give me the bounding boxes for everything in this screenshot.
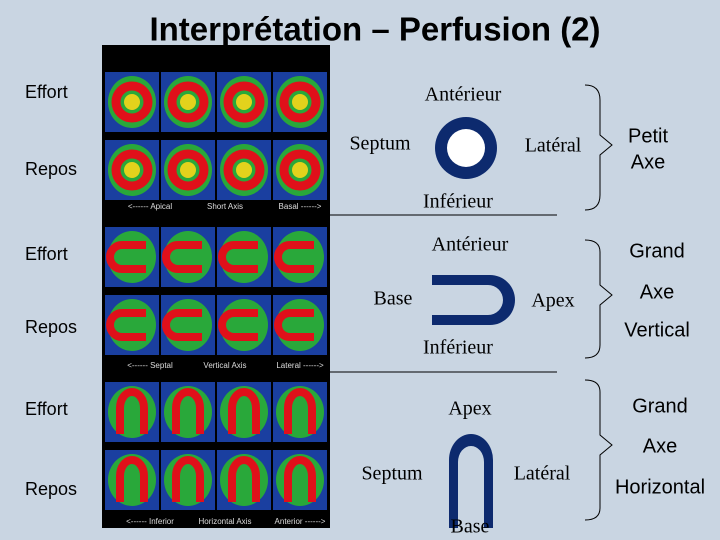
scan-caption: Horizontal Axis [199,517,252,526]
orientation-label: Inférieur [423,191,493,213]
scan-wall [218,241,258,273]
scan-wall [228,388,260,434]
scan-wall [111,149,153,191]
scan-wall [162,241,202,273]
orientation-label: Septum [361,463,423,485]
axis-name: Horizontal [615,476,705,498]
scan-center [180,94,196,110]
scan-wall [284,456,316,502]
scan-wall [116,456,148,502]
scan-tissue [164,231,212,283]
scan-caption: Short Axis [207,202,243,211]
orientation-label: Apex [531,290,574,312]
scan-wall [274,241,314,273]
scan-wall [116,388,148,434]
scan-tissue [276,231,324,283]
vertical-long-axis-shape [432,275,515,325]
axis-name: Petit [628,125,668,147]
orientation-label: Apex [448,398,491,420]
scan-wall [218,309,258,341]
row-label: Effort [25,399,68,419]
row-label: Repos [25,159,77,179]
scan-caption: <------ Apical [128,202,172,211]
scan-tissue [220,299,268,351]
orientation-label: Antérieur [425,84,502,106]
scan-wall [172,388,204,434]
scan-center [292,94,308,110]
scan-wall [228,456,260,502]
scan-caption: Basal ------> [279,202,322,211]
row-label: Repos [25,317,77,337]
scan-wall [106,309,146,341]
axis-name: Grand [629,240,685,262]
scan-tissue [276,299,324,351]
scan-wall [162,309,202,341]
scan-caption: Anterior ------> [275,517,326,526]
axis-name: Grand [632,395,688,417]
axis-name: Axe [631,151,665,173]
scan-wall [274,309,314,341]
row-label: Repos [25,479,77,499]
short-axis-hole [447,129,485,167]
scan-center [180,162,196,178]
scan-tissue [108,231,156,283]
scan-wall [284,388,316,434]
scan-center [124,94,140,110]
orientation-label: Base [374,288,413,310]
orientation-label: Septum [349,133,411,155]
bracket [584,84,613,211]
scan-center [292,162,308,178]
scan-tissue [108,299,156,351]
scan-wall [279,81,321,123]
slide-title: Interprétation – Perfusion (2) [149,11,600,48]
scan-center [236,162,252,178]
scan-wall [111,81,153,123]
row-label: Effort [25,82,68,102]
orientation-label: Base [451,516,490,538]
scan-center [124,162,140,178]
scan-center [236,94,252,110]
scan-wall [223,81,265,123]
scan-wall [172,456,204,502]
scan-wall [279,149,321,191]
horizontal-long-axis-shape [449,434,493,528]
axis-name: Axe [640,281,674,303]
scan-caption: <------ Inferior [126,517,174,526]
scan-caption: Lateral ------> [276,361,324,370]
orientation-label: Inférieur [423,337,493,359]
orientation-label: Antérieur [432,234,509,256]
axis-name: Axe [643,435,677,457]
scan-caption: <------ Septal [127,361,173,370]
scan-wall [167,149,209,191]
scan-wall [106,241,146,273]
axis-name: Vertical [624,319,690,341]
row-label: Effort [25,244,68,264]
orientation-label: Latéral [514,463,571,485]
scan-wall [223,149,265,191]
bracket [584,239,613,359]
orientation-label: Latéral [525,135,582,157]
bracket [584,379,613,521]
scan-tissue [220,231,268,283]
scan-wall [167,81,209,123]
scan-caption: Vertical Axis [203,361,246,370]
scan-tissue [164,299,212,351]
